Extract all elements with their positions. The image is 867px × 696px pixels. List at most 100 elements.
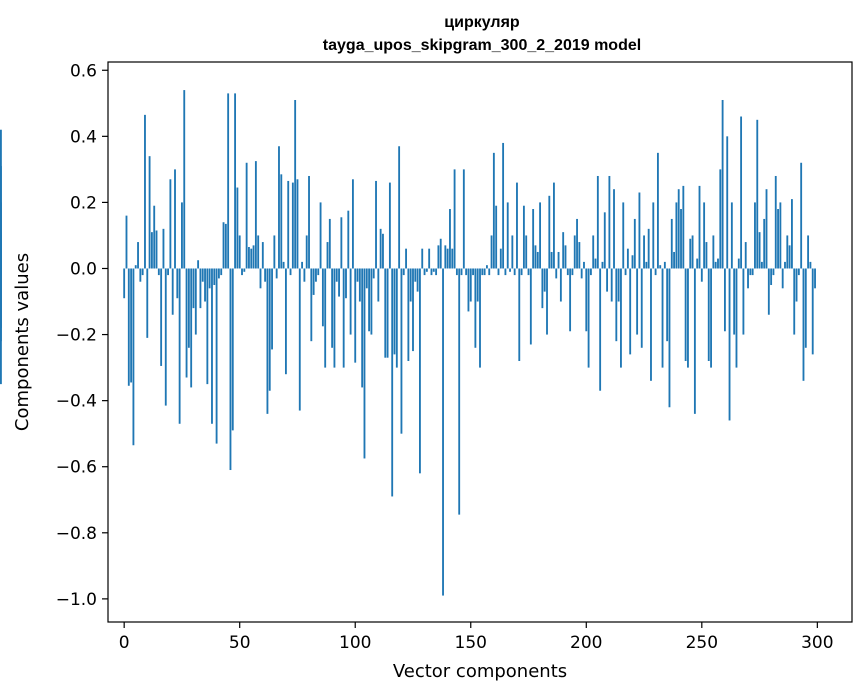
y-axis-label: Components values (12, 253, 33, 431)
y-tick-label: −0.6 (56, 458, 97, 478)
bar (650, 268, 652, 381)
bar (409, 268, 412, 302)
bar (756, 119, 759, 269)
bar (721, 99, 724, 269)
bar (412, 268, 414, 352)
bar (682, 185, 685, 269)
bar (0, 268, 2, 385)
bar (266, 268, 269, 414)
bar (139, 268, 142, 282)
bar (453, 169, 456, 269)
bar (541, 268, 544, 309)
bar (726, 136, 729, 269)
bar (571, 268, 574, 276)
bar (610, 268, 613, 302)
bar (358, 268, 361, 302)
bar (472, 268, 474, 276)
bar (578, 242, 581, 269)
bar (728, 268, 731, 421)
bar (532, 209, 535, 269)
bar (435, 268, 438, 276)
bar (340, 217, 343, 269)
bar (192, 268, 195, 309)
bar (153, 205, 156, 269)
bar (647, 228, 650, 269)
bar (811, 268, 814, 355)
bar (199, 268, 202, 309)
bar (132, 268, 135, 446)
bar (661, 268, 664, 368)
bar (273, 235, 276, 269)
bar (162, 228, 165, 269)
bar (707, 268, 710, 361)
bar (691, 235, 694, 269)
bar (784, 261, 786, 269)
bar (414, 268, 417, 282)
bar (298, 268, 301, 411)
bar (229, 268, 232, 471)
bar (171, 268, 174, 315)
bar (511, 235, 514, 269)
bar (194, 268, 197, 335)
bar (705, 242, 708, 269)
bar (509, 268, 511, 272)
bar (481, 268, 484, 276)
bar (319, 202, 322, 269)
bar (284, 268, 287, 375)
bar (465, 268, 468, 276)
bar (795, 268, 798, 302)
y-tick-label: −1.0 (56, 590, 97, 610)
bar (407, 268, 410, 361)
bar (504, 268, 507, 276)
bar (730, 202, 733, 269)
bar (446, 248, 449, 269)
y-axis-ticks: 0.6 0.4 0.2 0.0 −0.2 −0.4 −0.6 −0.8 −1.0 (56, 61, 108, 610)
bar (176, 268, 179, 299)
bar (201, 268, 204, 282)
bar (700, 268, 703, 282)
bar (562, 232, 565, 269)
bar (529, 268, 532, 345)
bar (631, 255, 634, 269)
bar (684, 268, 687, 361)
bar (430, 268, 433, 276)
bar (224, 223, 227, 269)
bar (398, 146, 401, 269)
bar (278, 146, 280, 269)
bar (476, 268, 479, 302)
bar (375, 180, 377, 269)
bar (573, 235, 576, 269)
bar (134, 265, 137, 269)
bar (363, 268, 366, 459)
chart-subtitle: tayga_upos_skipgram_300_2_2019 model (323, 37, 641, 54)
bar (583, 261, 585, 269)
bar (589, 268, 592, 276)
bar (439, 238, 442, 269)
bar (677, 189, 680, 269)
bar (460, 268, 463, 276)
bar (712, 235, 715, 269)
bar (400, 268, 403, 434)
y-tick-label: 0.2 (70, 193, 97, 213)
bar (347, 210, 350, 269)
bar (222, 222, 225, 269)
bar (238, 235, 241, 269)
x-tick-label: 100 (339, 633, 371, 653)
bar (673, 251, 676, 269)
bar (802, 268, 805, 381)
bar (231, 268, 234, 431)
bar (308, 175, 310, 269)
bar (157, 268, 160, 276)
bar (208, 268, 211, 289)
bar (197, 260, 200, 269)
bar (522, 205, 525, 269)
bar (289, 268, 292, 276)
bar (638, 192, 641, 269)
x-tick-label: 300 (801, 633, 833, 653)
bar (566, 268, 569, 276)
bar (217, 268, 220, 279)
bar (257, 235, 260, 269)
bar (617, 268, 620, 302)
bar (767, 268, 770, 315)
bar (204, 268, 206, 302)
